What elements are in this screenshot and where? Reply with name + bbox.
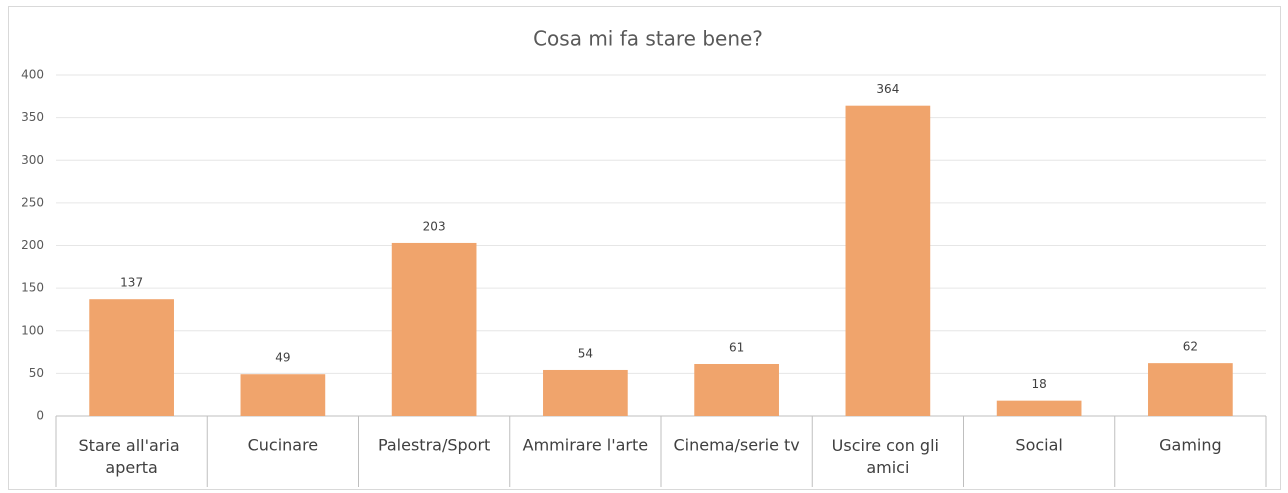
x-tick-label: Cucinare	[248, 436, 319, 455]
data-label: 54	[578, 346, 593, 360]
data-label: 137	[120, 276, 143, 290]
data-label: 62	[1183, 340, 1198, 354]
bar	[89, 299, 174, 416]
y-tick-label: 200	[21, 238, 44, 252]
y-tick-label: 250	[21, 195, 44, 209]
y-tick-label: 50	[29, 366, 44, 380]
y-tick-label: 0	[36, 409, 44, 423]
data-label: 18	[1031, 377, 1046, 391]
x-tick-label: Uscire con gli amici	[832, 436, 944, 477]
bar	[845, 105, 931, 416]
bar	[240, 374, 326, 416]
chart-border	[8, 6, 1281, 490]
data-label: 61	[729, 340, 744, 354]
y-tick-label: 350	[21, 110, 44, 124]
x-tick-label: Cinema/serie tv	[673, 436, 799, 455]
bar	[1148, 363, 1233, 416]
data-label: 203	[423, 219, 446, 233]
y-tick-label: 150	[21, 281, 44, 295]
y-tick-label: 100	[21, 323, 44, 337]
data-label: 49	[275, 351, 290, 365]
x-tick-label: Palestra/Sport	[378, 436, 490, 455]
data-label: 364	[876, 82, 899, 96]
bar	[996, 400, 1082, 416]
bar	[543, 369, 628, 416]
chart-title: Cosa mi fa stare bene?	[533, 27, 763, 51]
x-tick-label: Gaming	[1159, 436, 1222, 455]
y-tick-label: 400	[21, 68, 44, 82]
x-tick-label: Social	[1015, 436, 1062, 455]
y-tick-label: 300	[21, 153, 44, 167]
bar	[694, 363, 779, 416]
x-tick-label: Ammirare l'arte	[523, 436, 648, 455]
bar	[391, 242, 477, 416]
x-tick-label: Stare all'aria aperta	[79, 436, 185, 477]
